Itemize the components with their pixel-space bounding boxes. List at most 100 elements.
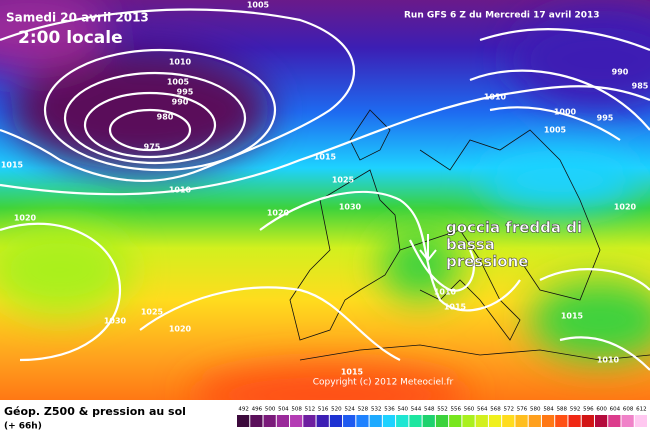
scale-label: 600 (596, 407, 607, 413)
scale-label: 520 (331, 407, 342, 413)
isobar-labels: 1005101010059959909809751010101510151025… (1, 1, 649, 377)
scale-swatch (555, 415, 568, 427)
isobar-label: 975 (144, 143, 161, 152)
date: Samedi 20 avril 2013 (6, 11, 149, 25)
isobar-label: 1025 (332, 176, 355, 185)
scale-swatch (369, 415, 382, 427)
scale-label: 508 (291, 407, 302, 413)
scale-swatch (502, 415, 515, 427)
scale-swatch (316, 415, 329, 427)
scale-swatch (581, 415, 594, 427)
scale-swatch (608, 415, 621, 427)
scale-swatch (488, 415, 502, 427)
isobar-label: 1015 (341, 368, 364, 377)
scale-label: 540 (397, 407, 408, 413)
scale-swatch (237, 415, 250, 427)
isobar-label: 1010 (597, 356, 620, 365)
isobar-label: 995 (597, 114, 614, 123)
isobar-label: 1005 (247, 1, 270, 10)
isobar-label: 1015 (561, 312, 584, 321)
scale-swatch (435, 415, 449, 427)
isobar-label: 1030 (104, 317, 127, 326)
scale-label: 568 (490, 407, 501, 413)
scale-label: 556 (451, 407, 462, 413)
isobar-label: 1010 (169, 58, 192, 67)
scale-label: 576 (517, 407, 528, 413)
footer-lead: (+ 66h) (4, 422, 42, 432)
scale-swatch (475, 415, 488, 427)
scale-swatch (303, 415, 316, 427)
isobar-label: 1015 (314, 153, 337, 162)
scale-swatch (621, 415, 634, 427)
scale-label: 504 (278, 407, 289, 413)
scale-swatch (356, 415, 369, 427)
scale-label: 500 (265, 407, 276, 413)
color-scale: 492 496 500 504 508 512 516 520 524 528 532 536 540 5… (237, 407, 647, 427)
isobar-label: 1020 (14, 214, 37, 223)
scale-label: 592 (570, 407, 581, 413)
scale-label: 588 (557, 407, 568, 413)
run-info: Run GFS 6 Z du Mercredi 17 avril 2013 (404, 11, 600, 21)
annotation-line: pressione (446, 253, 528, 271)
isobar-label: 1005 (167, 78, 190, 87)
annotation-line: bassa (446, 236, 495, 254)
scale-label: 572 (504, 407, 515, 413)
scale-label: 564 (477, 407, 488, 413)
scale-swatch (250, 415, 263, 427)
scale-label: 536 (384, 407, 395, 413)
scale-swatch (422, 415, 435, 427)
footer-title: Géop. Z500 & pression au sol (4, 405, 186, 418)
isobar-label: 995 (177, 88, 194, 97)
scale-label: 580 (530, 407, 541, 413)
scale-swatch (462, 415, 475, 427)
scale-label: 532 (371, 407, 382, 413)
scale-swatch (568, 415, 581, 427)
scale-label: 548 (424, 407, 435, 413)
isobar-label: 1010 (434, 288, 457, 297)
scale-swatch (290, 415, 303, 427)
isobar-label: 1020 (267, 209, 290, 218)
isobar-label: 1020 (169, 325, 192, 334)
scale-swatch (276, 415, 290, 427)
isobar-label: 1010 (484, 93, 507, 102)
scale-label: 492 (238, 407, 249, 413)
scale-swatch (515, 415, 528, 427)
scale-swatch (382, 415, 396, 427)
scale-swatch (449, 415, 462, 427)
scale-label: 596 (583, 407, 594, 413)
scale-label: 528 (358, 407, 369, 413)
isobar-label: 1020 (614, 203, 637, 212)
isobar-label: 1015 (444, 303, 467, 312)
scale-swatch (594, 415, 608, 427)
isobar-label: 1005 (544, 126, 567, 135)
isobar-label: 1000 (554, 108, 577, 117)
scale-swatch (634, 415, 647, 427)
isobar-label: 1010 (169, 186, 192, 195)
isobar-label: 1015 (1, 161, 24, 170)
isobar-label: 990 (612, 68, 629, 77)
scale-label: 604 (610, 407, 621, 413)
scale-swatch (263, 415, 276, 427)
copyright: Copyright (c) 2012 Meteociel.fr (313, 378, 454, 388)
scale-swatch (329, 415, 343, 427)
isobar-label: 990 (172, 98, 189, 107)
arrow-head (419, 249, 437, 262)
scale-label: 608 (623, 407, 634, 413)
scale-label: 544 (411, 407, 422, 413)
scale-label: 612 (636, 407, 647, 413)
field (0, 0, 650, 400)
scale-label: 552 (437, 407, 448, 413)
isobar-label: 1030 (339, 203, 362, 212)
isobar-label: 1025 (141, 308, 164, 317)
isobar-label: 985 (632, 82, 649, 91)
isobar-label: 980 (157, 113, 174, 122)
scale-swatch (541, 415, 555, 427)
scale-swatch (409, 415, 422, 427)
scale-label: 496 (252, 407, 263, 413)
scale-label: 584 (543, 407, 554, 413)
time: 2:00 locale (18, 28, 123, 48)
scale-label: 516 (318, 407, 329, 413)
scale-label: 512 (305, 407, 316, 413)
